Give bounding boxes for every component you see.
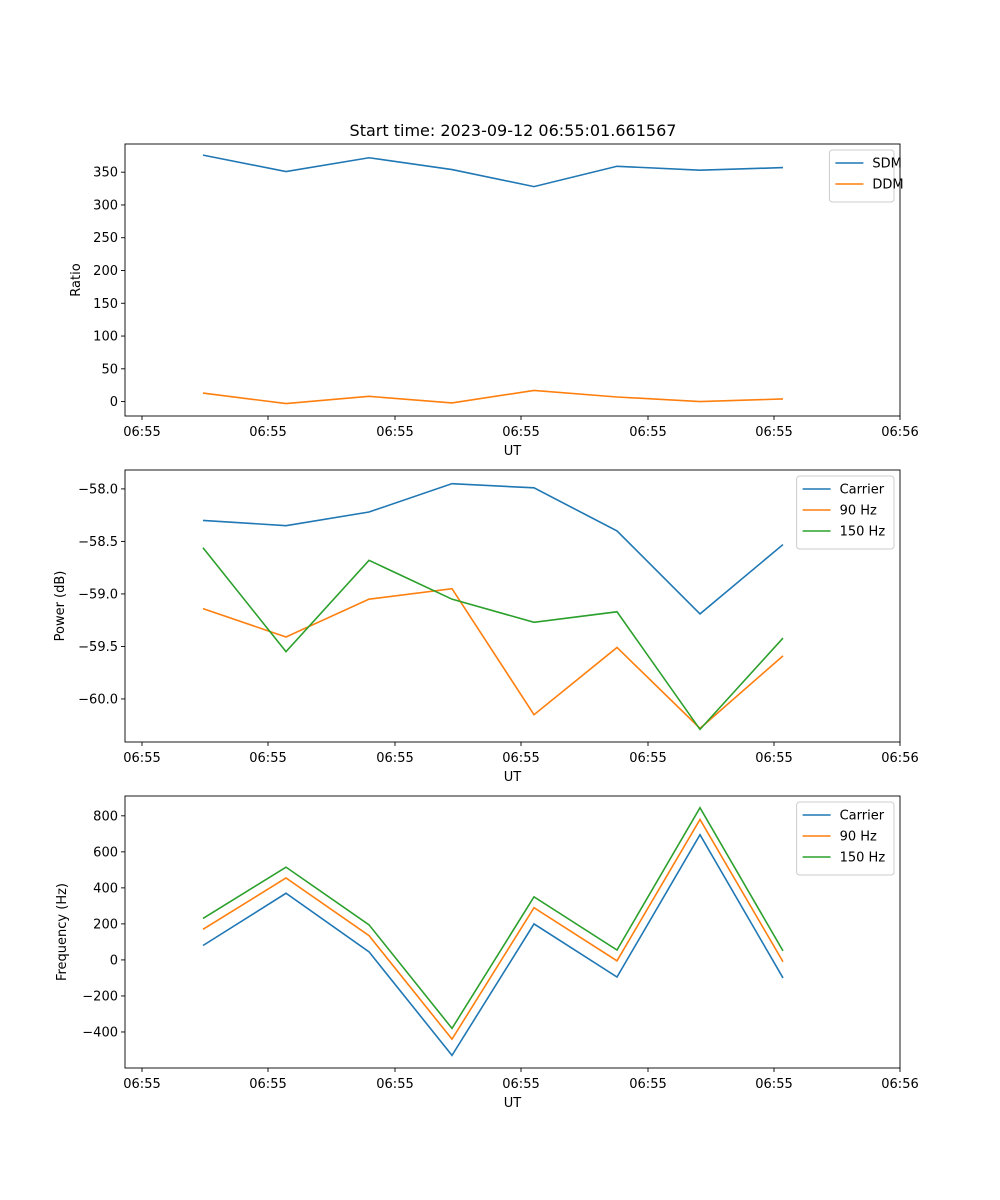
x-tick-label: 06:56 bbox=[881, 1077, 918, 1092]
y-tick-label: 200 bbox=[93, 917, 118, 932]
x-tick-label: 06:55 bbox=[755, 1077, 792, 1092]
x-tick-label: 06:55 bbox=[629, 751, 666, 766]
legend-label: 90 Hz bbox=[840, 830, 877, 845]
x-tick-label: 06:55 bbox=[249, 751, 286, 766]
chart-panel-1: 0 50 100 150 200 250 300 350 06:55 06:55 06:55 06:5… bbox=[69, 143, 919, 459]
series-line-150-hz bbox=[202, 806, 784, 1030]
x-tick-label: 06:55 bbox=[376, 425, 413, 440]
x-tick-label: 06:55 bbox=[629, 425, 666, 440]
x-axis-label: UT bbox=[504, 1096, 522, 1111]
legend-label: 90 Hz bbox=[840, 504, 877, 519]
series-line-ddm bbox=[202, 389, 784, 405]
y-tick-label: 0 bbox=[110, 953, 118, 968]
axes-frame bbox=[124, 795, 901, 1069]
y-tick-label: −59.0 bbox=[78, 587, 118, 602]
x-tick-label: 06:55 bbox=[502, 425, 539, 440]
legend-label: Carrier bbox=[840, 483, 885, 498]
x-tick-label: 06:56 bbox=[881, 751, 918, 766]
chart-panel-2: −60.0 −59.5 −59.0 −58.5 −58.0 06:55 06:55 06:55… bbox=[53, 469, 919, 785]
y-tick-label: −400 bbox=[82, 1025, 118, 1040]
y-axis-label: Frequency (Hz) bbox=[55, 883, 70, 981]
y-axis-label: Power (dB) bbox=[53, 571, 68, 642]
x-tick-label: 06:55 bbox=[123, 425, 160, 440]
y-tick-label: −200 bbox=[82, 989, 118, 1004]
y-tick-label: 350 bbox=[93, 166, 118, 181]
legend: Carrier 90 Hz 150 Hz bbox=[796, 475, 895, 550]
y-tick-label: 100 bbox=[93, 330, 118, 345]
series-line-carrier bbox=[202, 833, 784, 1057]
y-tick-label: 300 bbox=[93, 198, 118, 213]
x-tick-label: 06:55 bbox=[123, 751, 160, 766]
y-tick-label: 800 bbox=[93, 809, 118, 824]
x-tick-label: 06:55 bbox=[249, 1077, 286, 1092]
series-line-150-hz bbox=[202, 547, 784, 731]
y-tick-label: 400 bbox=[93, 881, 118, 896]
x-tick-label: 06:55 bbox=[249, 425, 286, 440]
x-axis-label: UT bbox=[504, 444, 522, 459]
y-tick-label: −58.5 bbox=[78, 535, 118, 550]
axes-frame bbox=[124, 143, 901, 417]
axes-frame bbox=[124, 469, 901, 743]
legend-label: 150 Hz bbox=[840, 851, 886, 866]
x-tick-label: 06:55 bbox=[376, 1077, 413, 1092]
series-line-90-hz bbox=[202, 817, 784, 1041]
x-tick-label: 06:55 bbox=[755, 425, 792, 440]
x-tick-label: 06:55 bbox=[123, 1077, 160, 1092]
y-tick-label: 0 bbox=[110, 395, 118, 410]
y-tick-label: −59.5 bbox=[78, 640, 118, 655]
figure-title: Start time: 2023-09-12 06:55:01.661567 bbox=[350, 121, 677, 140]
y-tick-label: 150 bbox=[93, 297, 118, 312]
y-tick-label: −58.0 bbox=[78, 482, 118, 497]
y-tick-label: −60.0 bbox=[78, 692, 118, 707]
x-tick-label: 06:56 bbox=[881, 425, 918, 440]
series-line-sdm bbox=[202, 154, 784, 188]
y-tick-label: 200 bbox=[93, 264, 118, 279]
y-axis-label: Ratio bbox=[69, 263, 84, 296]
y-tick-label: 250 bbox=[93, 231, 118, 246]
x-tick-label: 06:55 bbox=[755, 751, 792, 766]
legend-label: SDM bbox=[872, 157, 901, 172]
x-axis-label: UT bbox=[504, 770, 522, 785]
y-tick-label: 600 bbox=[93, 845, 118, 860]
x-tick-label: 06:55 bbox=[629, 1077, 666, 1092]
series-line-90-hz bbox=[202, 587, 784, 730]
legend-label: DDM bbox=[872, 178, 903, 193]
legend: Carrier 90 Hz 150 Hz bbox=[796, 801, 895, 876]
series-line-carrier bbox=[202, 482, 784, 615]
charts-container: 0 50 100 150 200 250 300 350 06:55 06:55 06:55 06:5… bbox=[53, 143, 919, 1111]
chart-panel-3: −400 −200 0 200 400 600 800 06:55 06:55 06:55 06:5… bbox=[55, 795, 919, 1111]
legend-label: 150 Hz bbox=[840, 525, 886, 540]
legend-label: Carrier bbox=[840, 809, 885, 824]
y-tick-label: 50 bbox=[101, 362, 118, 377]
legend: SDM DDM bbox=[828, 149, 904, 203]
x-tick-label: 06:55 bbox=[376, 751, 413, 766]
x-tick-label: 06:55 bbox=[502, 751, 539, 766]
x-tick-label: 06:55 bbox=[502, 1077, 539, 1092]
